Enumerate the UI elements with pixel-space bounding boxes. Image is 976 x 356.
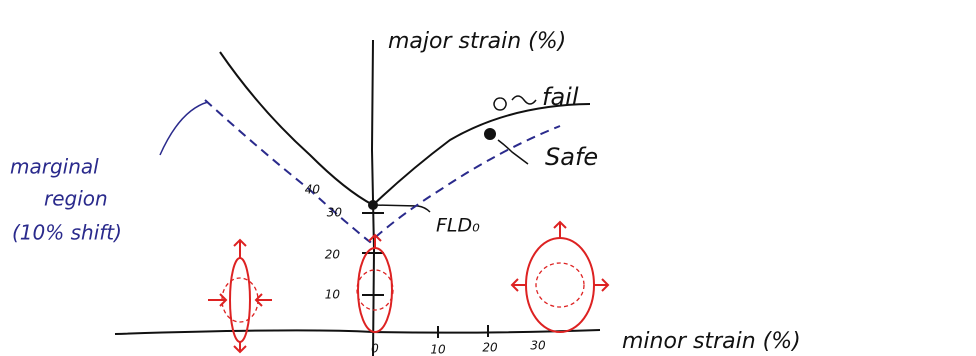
diagram: major strain (%) minor strain (%) 10 20 … (0, 0, 976, 356)
fail-curve (220, 52, 590, 205)
fail-marker (494, 96, 536, 110)
fld-pointer (373, 205, 430, 212)
axes (115, 40, 600, 356)
annotation-pointer (160, 102, 208, 155)
annotation-line: (10% shift) (12, 221, 122, 245)
x-tick-label: 20 (482, 341, 498, 355)
circle-center (357, 270, 393, 310)
ellipse-left (230, 258, 250, 342)
annotation-line: marginal (10, 155, 99, 179)
safe-point (484, 128, 496, 140)
annotation-line: region (44, 187, 108, 211)
x-axis-label: minor strain (%) (622, 329, 801, 354)
shifted-curve (205, 100, 560, 242)
y-tick-label: 20 (325, 248, 341, 262)
x-axis (115, 330, 600, 334)
y-axis (372, 40, 374, 356)
fail-label: fail (542, 83, 579, 111)
y-tick-label: 10 (325, 288, 341, 302)
y-tick-label: 40 (305, 183, 321, 197)
arrows-left (208, 240, 272, 352)
safe-label: Safe (545, 143, 598, 171)
circle-right (536, 263, 584, 307)
y-axis-label: major strain (%) (388, 29, 566, 54)
fld-label: FLD₀ (436, 215, 480, 237)
ellipse-center (358, 248, 392, 332)
fld-point (368, 200, 378, 210)
x-tick-label: 0 (371, 342, 379, 356)
x-tick-label: 30 (530, 339, 546, 353)
y-tick-label: 30 (327, 206, 343, 220)
x-tick-label: 10 (430, 343, 446, 356)
